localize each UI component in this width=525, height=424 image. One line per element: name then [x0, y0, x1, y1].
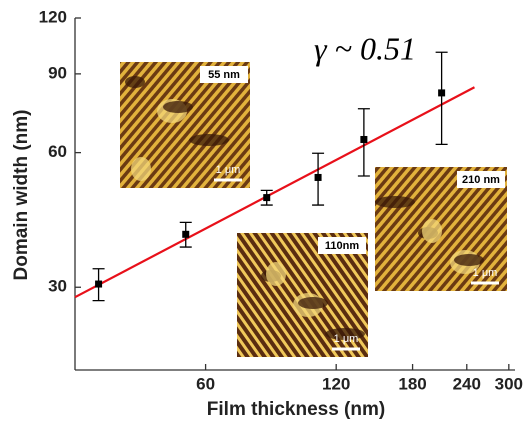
inset-label: 55 nm: [208, 69, 240, 81]
insets: 55 nm 1 μm 110nm 1 μm 210 nm 1 μm: [120, 62, 507, 357]
x-tick-label: 240: [453, 374, 481, 393]
y-tick-label: 30: [48, 277, 67, 296]
inset-label: 210 nm: [462, 174, 500, 186]
error-bar: [436, 52, 448, 144]
x-tick-label: 120: [322, 374, 350, 393]
point: [182, 231, 189, 238]
inset-label: 110nm: [325, 240, 359, 252]
y-tick-label: 60: [48, 142, 67, 161]
inset-texture: [375, 196, 415, 208]
inset-texture: [422, 219, 442, 243]
annotation: γ ~ 0.51: [314, 30, 416, 66]
inset-texture: [189, 134, 229, 146]
y-tick-label: 90: [48, 63, 67, 82]
inset-texture: [163, 101, 193, 113]
x-tick-label: 300: [495, 374, 523, 393]
x-tick-label: 60: [196, 374, 215, 393]
y-axis-label: Domain width (nm): [11, 110, 32, 281]
point: [263, 194, 270, 201]
inset-scale: 1 μm: [473, 267, 498, 279]
point: [360, 136, 367, 143]
x-tick-label: 180: [398, 374, 426, 393]
inset-scale: 1 μm: [216, 164, 241, 176]
point: [95, 281, 102, 288]
inset-texture: [125, 76, 145, 88]
chart: 55 nm 1 μm 110nm 1 μm 210 nm 1 μm γ ~ 0.51 Fi…: [0, 0, 525, 424]
inset-texture: [131, 157, 151, 181]
inset-scale: 1 μm: [334, 333, 359, 345]
inset-texture: [454, 254, 484, 266]
y-tick-label: 120: [39, 7, 67, 26]
inset-texture: [298, 297, 328, 309]
x-axis-label: Film thickness (nm): [207, 399, 385, 420]
point: [438, 89, 445, 96]
point: [315, 174, 322, 181]
inset-texture: [266, 262, 286, 286]
